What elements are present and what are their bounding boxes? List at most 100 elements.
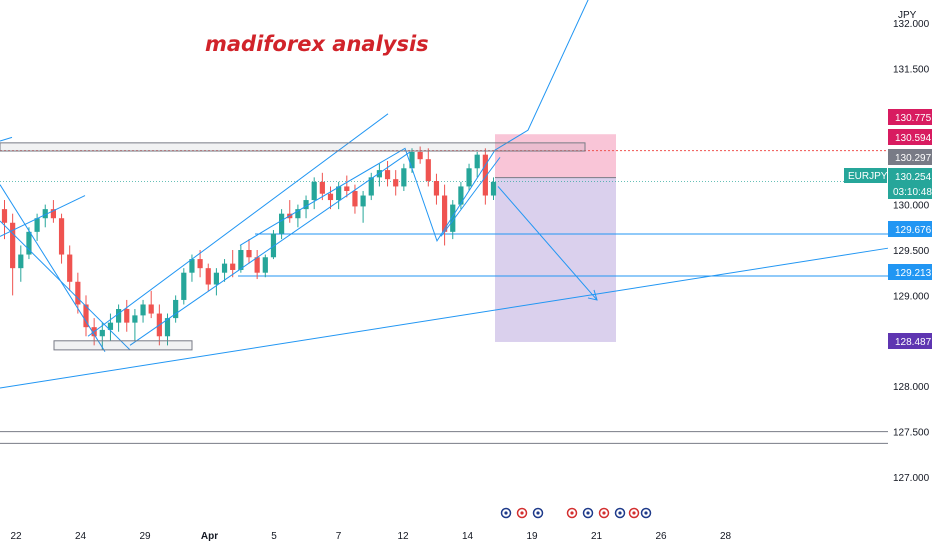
price-badge-label: 128.487	[895, 337, 932, 348]
candle-body	[75, 281, 81, 305]
price-badge-background	[888, 333, 932, 349]
price-tick-label: 131.500	[893, 64, 930, 75]
price-tick-label: 127.000	[893, 473, 930, 484]
economic-event-icon	[640, 507, 652, 519]
time-tick-label: 29	[139, 531, 151, 542]
candle-body	[50, 209, 56, 219]
price-tick-label: 130.000	[893, 201, 930, 212]
resistance-zone-box	[0, 142, 586, 152]
event-icon-dot	[520, 511, 524, 515]
rising-wedge-line	[440, 157, 501, 237]
candle-body	[213, 272, 219, 285]
countdown-badge	[888, 184, 932, 199]
candle-body	[303, 200, 309, 210]
candle-body	[34, 218, 40, 232]
candle-body	[10, 222, 16, 269]
candle-body	[417, 151, 423, 160]
candle-body	[384, 170, 391, 180]
price-badge-background	[888, 109, 932, 125]
candle-body	[458, 186, 464, 205]
candle-body	[189, 259, 195, 273]
price-badge-label: 129.213	[895, 268, 932, 279]
candle-body	[83, 304, 89, 328]
price-badge: 128.487	[888, 333, 932, 349]
event-icon-dot	[632, 511, 636, 515]
candle-body	[474, 154, 480, 169]
candle-body	[450, 204, 456, 232]
candle-body	[279, 213, 285, 234]
candle-body	[99, 329, 105, 337]
candle-body	[360, 195, 366, 207]
candle-body	[238, 250, 244, 270]
time-axis-background	[0, 520, 932, 550]
drawing-lines	[0, 150, 888, 444]
channel-lower-line	[129, 151, 411, 346]
candle-body	[295, 209, 301, 219]
time-tick-label: 19	[526, 531, 538, 542]
time-tick-label: 14	[462, 531, 474, 542]
event-icon-dot	[586, 511, 590, 515]
symbol-label: EURJPY	[848, 171, 888, 182]
candle-body	[205, 268, 211, 285]
price-tick-label: 129.000	[893, 291, 930, 302]
candle-body	[433, 180, 440, 196]
arrow-head	[587, 289, 598, 301]
candle-body	[425, 159, 431, 181]
candle-body	[26, 231, 32, 255]
event-icon-dot	[602, 511, 606, 515]
time-tick-label: 5	[271, 531, 277, 542]
event-icon-dot	[618, 511, 622, 515]
chart-title: madiforex analysis	[205, 32, 429, 56]
price-badge-background	[888, 264, 932, 280]
price-badge: 130.254	[888, 168, 932, 184]
take-profit-zone	[495, 177, 616, 342]
candle-body	[490, 181, 497, 196]
price-tick-label: 132.000	[893, 19, 930, 30]
candle-body	[181, 272, 187, 300]
candle-body	[319, 181, 325, 194]
candle-body	[376, 170, 382, 178]
price-tick-label: 129.500	[893, 246, 930, 257]
price-badge: 130.775	[888, 109, 932, 125]
price-axis-background	[888, 0, 932, 520]
price-badge-background	[888, 149, 932, 165]
candle-body	[254, 257, 260, 273]
time-tick-label: 26	[655, 531, 667, 542]
candle-body	[164, 318, 171, 337]
time-tick-label: Apr	[201, 531, 218, 542]
left-trendline-stub	[0, 136, 13, 142]
long-trendline	[0, 247, 889, 389]
left-resistance-line	[0, 195, 86, 237]
event-icon-dot	[536, 511, 540, 515]
trade-zones	[495, 134, 616, 342]
currency-label: JPY	[898, 10, 917, 21]
economic-events-row[interactable]	[500, 507, 652, 519]
price-badge-background	[888, 129, 932, 145]
price-tick-label: 127.500	[893, 428, 930, 439]
candle-body	[230, 263, 236, 270]
candle-body	[393, 179, 399, 187]
price-badge-label: 130.254	[895, 172, 932, 183]
candle-body	[148, 304, 154, 314]
price-badge-label: 130.775	[895, 113, 932, 124]
candle-body	[311, 181, 317, 201]
price-badge-background	[888, 221, 932, 237]
economic-event-icon	[598, 507, 610, 519]
time-tick-label: 7	[336, 531, 342, 542]
candle-body	[262, 257, 268, 273]
economic-event-icon	[628, 507, 640, 519]
event-icon-dot	[570, 511, 574, 515]
candle-body	[368, 177, 374, 196]
price-badge-label: 130.297	[895, 153, 932, 164]
symbol-badge: EURJPY	[844, 168, 888, 183]
time-axis[interactable]: 22 24 29 Apr 5 7 12 14 19 21 26 28	[10, 531, 731, 542]
candle-body	[1, 209, 8, 223]
candle-body	[221, 263, 228, 273]
candle-body	[124, 309, 130, 323]
time-tick-label: 21	[591, 531, 603, 542]
time-tick-label: 22	[10, 531, 22, 542]
price-badge-background	[888, 168, 932, 184]
economic-event-icon	[500, 507, 512, 519]
candle-body	[58, 218, 65, 255]
